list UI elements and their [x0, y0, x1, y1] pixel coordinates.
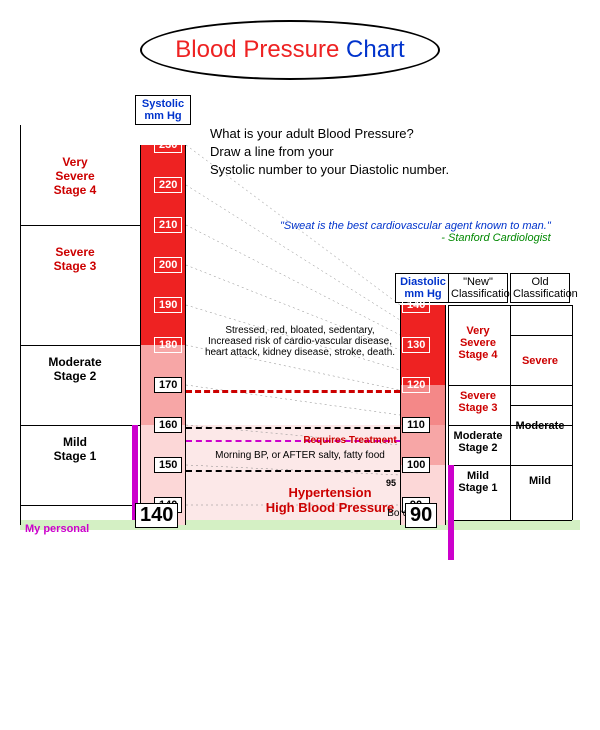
diastolic-tick: 100 — [402, 457, 430, 473]
old-class-item: Severe — [510, 355, 570, 367]
chart-area: VerySevereStage 4SevereStage 3ModerateSt… — [20, 115, 580, 715]
green-band — [20, 520, 580, 530]
new-class-header: "New"Classification — [448, 273, 508, 303]
systolic-tick: 150 — [154, 457, 182, 473]
new-class-item: VerySevereStage 4 — [448, 325, 508, 361]
grid-line — [20, 425, 140, 426]
systolic-bottom-value: 140 — [135, 503, 178, 528]
systolic-tick: 160 — [154, 417, 182, 433]
systolic-tick: 190 — [154, 297, 182, 313]
new-class-item: SevereStage 3 — [448, 390, 508, 414]
left-stage-label: MildStage 1 — [25, 435, 125, 463]
magenta-marker — [448, 465, 454, 560]
systolic-tick: 210 — [154, 217, 182, 233]
annotation: Requires Treatment — [250, 435, 450, 446]
personal-label: My personal — [25, 523, 89, 535]
title-oval: Blood Pressure Chart — [140, 20, 440, 80]
systolic-segment — [140, 145, 186, 345]
dashed-line — [186, 470, 400, 472]
title-text: Blood Pressure Chart — [175, 36, 404, 64]
title-part-1: Blood Pressure — [175, 36, 346, 63]
left-stage-label: ModerateStage 2 — [25, 355, 125, 383]
left-stage-label: SevereStage 3 — [25, 245, 125, 273]
old-class-item: Moderate — [510, 420, 570, 432]
old-class-item: Mild — [510, 475, 570, 487]
grid-line — [20, 225, 140, 226]
diastolic-tick: 120 — [402, 377, 430, 393]
dashed-line — [186, 390, 400, 393]
new-class-item: MildStage 1 — [448, 470, 508, 494]
annotation: Stressed, red, bloated, sedentary,Increa… — [200, 325, 400, 358]
grid-line — [20, 505, 140, 506]
grid-line — [20, 345, 140, 346]
systolic-tick: 230 — [154, 137, 182, 153]
systolic-tick: 220 — [154, 177, 182, 193]
diastolic-bottom-value: 90 — [405, 503, 437, 528]
systolic-tick: 180 — [154, 337, 182, 353]
diastolic-tick: 140 — [402, 297, 430, 313]
dashed-line — [186, 427, 400, 429]
diastolic-tick: 130 — [402, 337, 430, 353]
new-class-item: ModerateStage 2 — [448, 430, 508, 454]
left-stage-label: VerySevereStage 4 — [25, 155, 125, 197]
systolic-tick: 170 — [154, 377, 182, 393]
annotation: Morning BP, or AFTER salty, fatty food — [200, 450, 400, 461]
systolic-tick: 200 — [154, 257, 182, 273]
old-class-header: OldClassification — [510, 273, 570, 303]
title-part-2: Chart — [346, 36, 405, 63]
diastolic-tick: 110 — [402, 417, 430, 433]
systolic-header: Systolicmm Hg — [135, 95, 191, 125]
